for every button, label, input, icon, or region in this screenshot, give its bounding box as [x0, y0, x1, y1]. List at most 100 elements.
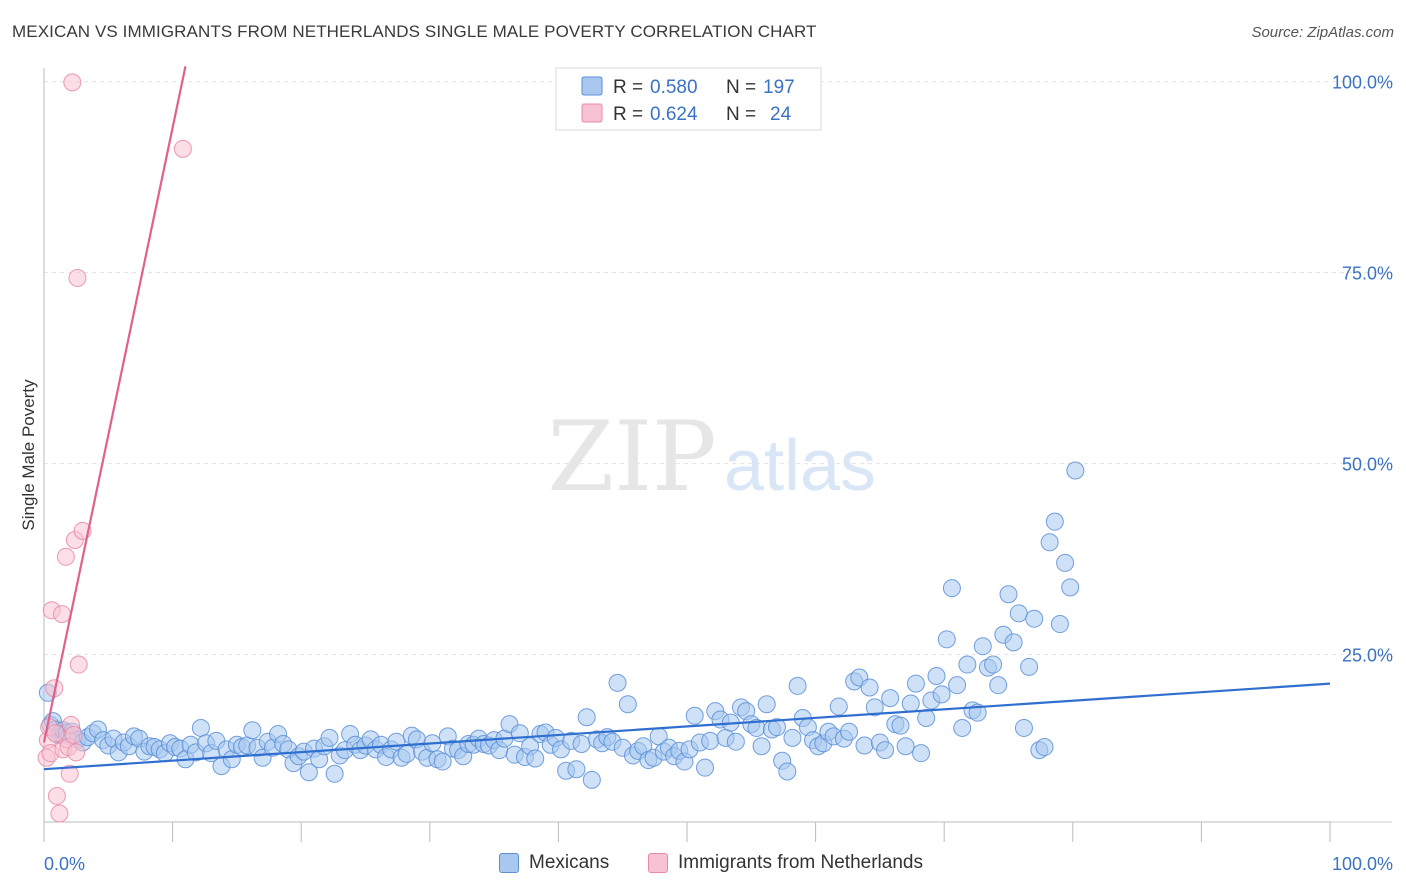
point-mexicans	[881, 689, 900, 708]
stats-r-value-blue: 0.580	[650, 77, 698, 98]
point-netherlands	[173, 139, 192, 158]
point-mexicans	[984, 655, 1003, 674]
point-mexicans	[726, 732, 745, 751]
point-mexicans	[865, 698, 884, 717]
point-mexicans	[618, 695, 637, 714]
y-axis-label: Single Male Poverty	[19, 379, 38, 531]
watermark-atlas: atlas	[724, 426, 876, 506]
point-netherlands	[63, 73, 82, 92]
point-netherlands	[69, 655, 88, 674]
point-mexicans	[901, 694, 920, 713]
point-mexicans	[917, 709, 936, 728]
legend-label-netherlands: Immigrants from Netherlands	[678, 852, 923, 873]
stats-r-value-pink: 0.624	[650, 104, 698, 125]
point-mexicans	[191, 718, 210, 737]
point-mexicans	[999, 585, 1018, 604]
y-tick-label: 75.0%	[1342, 264, 1393, 284]
x-tick-label: 0.0%	[44, 854, 85, 874]
point-mexicans	[891, 716, 910, 735]
point-mexicans	[320, 728, 339, 747]
point-mexicans	[608, 673, 627, 692]
chart-title: MEXICAN VS IMMIGRANTS FROM NETHERLANDS S…	[12, 22, 817, 41]
point-mexicans	[1045, 512, 1064, 531]
point-mexicans	[948, 676, 967, 695]
point-mexicans	[752, 737, 771, 756]
point-mexicans	[1009, 604, 1028, 623]
point-mexicans	[989, 676, 1008, 695]
y-tick-label: 100.0%	[1332, 73, 1393, 93]
point-mexicans	[860, 678, 879, 697]
point-netherlands	[46, 724, 65, 743]
point-mexicans	[526, 749, 545, 768]
point-mexicans	[942, 579, 961, 598]
point-mexicans	[696, 758, 715, 777]
point-mexicans	[1061, 578, 1080, 597]
point-mexicans	[973, 637, 992, 656]
stats-n-value-blue: 197	[763, 77, 795, 98]
point-mexicans	[840, 722, 859, 741]
y-tick-label: 50.0%	[1342, 455, 1393, 475]
point-mexicans	[958, 655, 977, 674]
point-mexicans	[701, 731, 720, 750]
point-mexicans	[325, 764, 344, 783]
point-netherlands	[60, 764, 79, 783]
point-mexicans	[1025, 609, 1044, 628]
legend-label-mexicans: Mexicans	[529, 852, 610, 873]
point-mexicans	[397, 744, 416, 763]
point-mexicans	[932, 685, 951, 704]
point-mexicans	[577, 708, 596, 727]
point-mexicans	[953, 718, 972, 737]
point-mexicans	[1014, 718, 1033, 737]
point-mexicans	[1035, 738, 1054, 757]
bottom-legend: Mexicans Immigrants from Netherlands	[0, 850, 1406, 880]
point-mexicans	[433, 752, 452, 771]
stats-r-label-pink: R =	[613, 104, 643, 125]
source-credit: Source: ZipAtlas.com	[1251, 24, 1394, 41]
point-mexicans	[788, 676, 807, 695]
legend-swatch-pink	[648, 853, 668, 873]
point-mexicans	[927, 666, 946, 685]
point-mexicans	[855, 736, 874, 755]
watermark-zip: ZIP	[547, 401, 716, 513]
point-mexicans	[1020, 657, 1039, 676]
point-mexicans	[685, 706, 704, 725]
point-mexicans	[1066, 461, 1085, 480]
y-tick-label: 25.0%	[1342, 646, 1393, 666]
point-netherlands	[50, 804, 69, 823]
point-mexicans	[1056, 553, 1075, 572]
stats-n-label-pink: N =	[726, 104, 756, 125]
trend-line-netherlands	[42, 66, 187, 743]
legend-swatch-blue	[499, 853, 519, 873]
point-mexicans	[299, 763, 318, 782]
legend-item-netherlands[interactable]: Immigrants from Netherlands	[648, 852, 923, 874]
point-mexicans	[768, 718, 787, 737]
point-mexicans	[572, 734, 591, 753]
x-tick-label: 100.0%	[1332, 854, 1393, 874]
series-netherlands	[37, 73, 192, 823]
point-netherlands	[68, 268, 87, 287]
point-mexicans	[906, 674, 925, 693]
stats-swatch-blue	[581, 76, 603, 96]
point-netherlands	[67, 743, 86, 762]
point-mexicans	[757, 695, 776, 714]
point-netherlands	[53, 605, 72, 624]
point-mexicans	[243, 721, 262, 740]
trend-lines	[42, 66, 1331, 771]
stats-r-label-blue: R =	[613, 77, 643, 98]
legend-item-mexicans[interactable]: Mexicans	[499, 852, 609, 874]
point-mexicans	[1050, 615, 1069, 634]
point-netherlands	[64, 725, 83, 744]
point-netherlands	[47, 786, 66, 805]
point-mexicans	[937, 630, 956, 649]
point-mexicans	[783, 728, 802, 747]
trend-line-mexicans	[43, 682, 1331, 771]
point-mexicans	[1004, 633, 1023, 652]
point-mexicans	[829, 697, 848, 716]
point-netherlands	[56, 547, 75, 566]
stats-legend: R = 0.580 N = 197 R = 0.624 N = 24	[555, 67, 822, 131]
point-mexicans	[876, 741, 895, 760]
point-mexicans	[1040, 533, 1059, 552]
point-mexicans	[778, 762, 797, 781]
point-mexicans	[896, 737, 915, 756]
